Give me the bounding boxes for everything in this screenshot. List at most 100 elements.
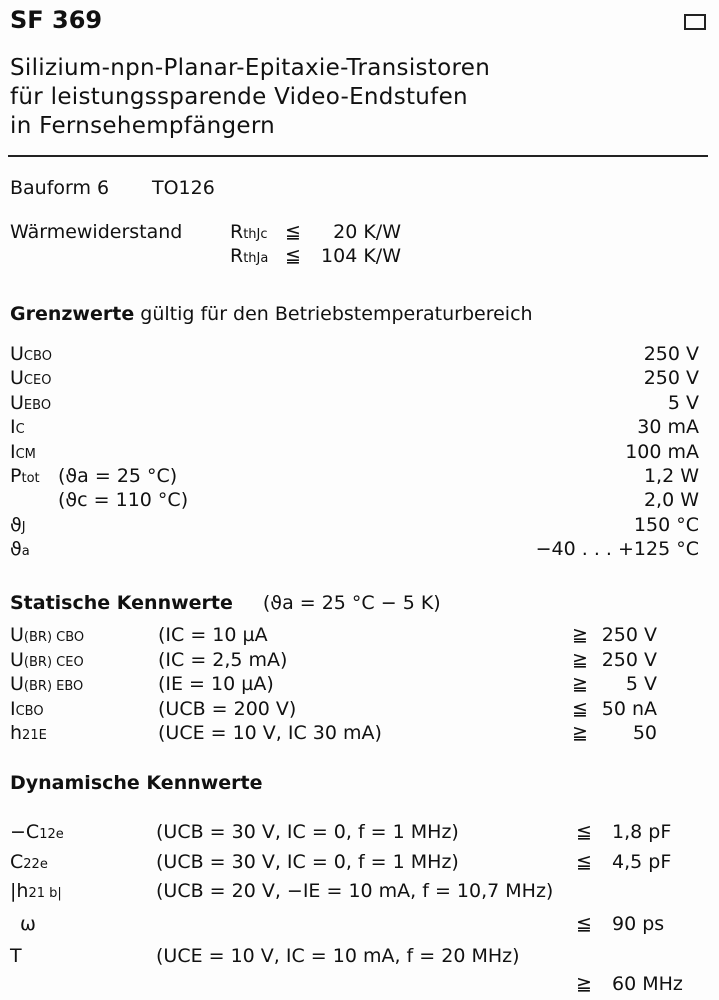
condition: (ϑc = 110 °C) (58, 489, 189, 512)
parameter-symbol: Ptot (10, 465, 40, 487)
value: 104 K/W (321, 245, 401, 267)
parameter-symbol: UCEO (10, 367, 51, 389)
symbol: U (10, 648, 24, 671)
condition: (UCB = 200 V) (158, 697, 297, 720)
value: 250 V (643, 343, 699, 365)
subscript: CM (15, 446, 36, 462)
relation: ≦ (576, 913, 592, 935)
parameter-symbol: UEBO (10, 392, 51, 414)
condition: (IC = 10 µA (158, 624, 268, 646)
symbol: R (230, 245, 244, 267)
symbol: I (10, 416, 16, 439)
checkbox-square-icon (684, 14, 706, 30)
subscript: thJc (243, 227, 268, 242)
subscript: CBO (23, 349, 52, 364)
parameter-symbol: ϑJ (10, 514, 26, 536)
subscript: 22e (23, 857, 48, 872)
parameter-symbol: |h21 b| (10, 880, 62, 902)
value: 5 V (625, 673, 657, 695)
page-title: SF 369 (10, 6, 103, 34)
value: 1,8 pF (612, 821, 672, 843)
parameter-symbol: −C12e (10, 821, 64, 843)
parameter-symbol: UCBO (10, 343, 52, 365)
relation: ≦ (576, 851, 592, 873)
subscript: 12e (39, 827, 64, 842)
relation: ≦ (576, 821, 592, 843)
parameter-symbol: U(BR) CBO (10, 624, 84, 646)
symbol: T (10, 945, 22, 967)
relation: ≧ (572, 648, 588, 671)
subscript: tot (21, 471, 40, 486)
value: 250 V (643, 367, 699, 390)
value: 1,2 W (643, 465, 699, 487)
condition: (UCE = 10 V, IC = 10 mA, f = 20 MHz) (156, 945, 520, 967)
package-label: TO126 (152, 177, 215, 199)
condition: (UCB = 20 V, −IE = 10 mA, f = 10,7 MHz) (156, 880, 554, 902)
symbol: U (10, 391, 24, 414)
symbol: P (10, 465, 22, 487)
value: 100 mA (625, 440, 699, 463)
symbol: U (10, 673, 24, 695)
subscript: (BR) CEO (23, 654, 84, 670)
parameter-symbol: T (10, 945, 22, 967)
relation: ≦ (285, 245, 301, 267)
waerme-label: Wärmewiderstand (10, 221, 183, 243)
value: 250 V (601, 648, 657, 671)
relation: ≧ (572, 673, 588, 695)
symbol: −C (10, 821, 40, 843)
bauform-label: Bauform 6 (10, 177, 110, 199)
value: 50 (632, 722, 657, 744)
subtitle-line: Silizium-npn-Planar-Epitaxie-Transistore… (10, 55, 491, 81)
condition: (IE = 10 µA) (158, 673, 274, 695)
parameter-symbol: ICM (10, 441, 36, 463)
symbol: ϑ (10, 538, 22, 561)
symbol: ω (20, 913, 36, 935)
parameter-symbol: IC (10, 416, 25, 438)
parameter-symbol: C22e (10, 851, 48, 873)
subscript: CEO (23, 373, 52, 389)
value: 90 ps (612, 913, 665, 935)
relation: ≧ (576, 973, 592, 995)
subscript: thJa (243, 251, 269, 266)
dynamisch-heading: Dynamische Kennwerte (10, 772, 263, 794)
symbol: U (10, 343, 24, 365)
subscript: 21E (22, 728, 47, 743)
condition: (UCB = 30 V, IC = 0, f = 1 MHz) (156, 821, 459, 843)
value: 250 V (601, 624, 657, 646)
subscript: (BR) EBO (23, 679, 84, 694)
subscript: (BR) CBO (23, 630, 85, 645)
symbol: U (10, 367, 24, 390)
subscript: a (21, 544, 30, 560)
symbol: ϑ (10, 513, 22, 536)
relation: ≧ (572, 624, 588, 646)
parameter-symbol: h21E (10, 722, 47, 744)
value: 60 MHz (612, 973, 683, 995)
value: 50 nA (601, 697, 657, 720)
subscript: EBO (23, 397, 52, 413)
symbol: I (10, 440, 16, 463)
condition: (ϑa = 25 °C) (58, 465, 178, 487)
subscript: C (15, 422, 25, 438)
relation: ≦ (572, 697, 588, 720)
parameter-symbol: U(BR) EBO (10, 673, 83, 695)
relation: ≦ (285, 221, 301, 243)
value: 150 °C (633, 513, 699, 536)
value: 5 V (667, 391, 699, 414)
thermal-resistance-symbol: RthJc (230, 221, 268, 243)
subscript: 21 b| (28, 886, 62, 901)
value: 4,5 pF (612, 851, 672, 873)
subscript: J (21, 519, 26, 535)
grenz-heading: Grenzwerte gültig für den Betriebstemper… (10, 303, 533, 325)
symbol: |h (10, 880, 29, 902)
parameter-symbol: ϑa (10, 538, 30, 560)
divider (8, 155, 708, 157)
subscript: CBO (15, 703, 44, 719)
relation: ≧ (572, 722, 588, 744)
condition: (IC = 2,5 mA) (158, 648, 288, 671)
symbol: C (10, 851, 24, 873)
subtitle-line: für leistungssparende Video-Endstufen (10, 84, 468, 110)
symbol: I (10, 697, 16, 720)
value: 20 K/W (333, 221, 401, 243)
thermal-resistance-symbol: RthJa (230, 245, 268, 267)
